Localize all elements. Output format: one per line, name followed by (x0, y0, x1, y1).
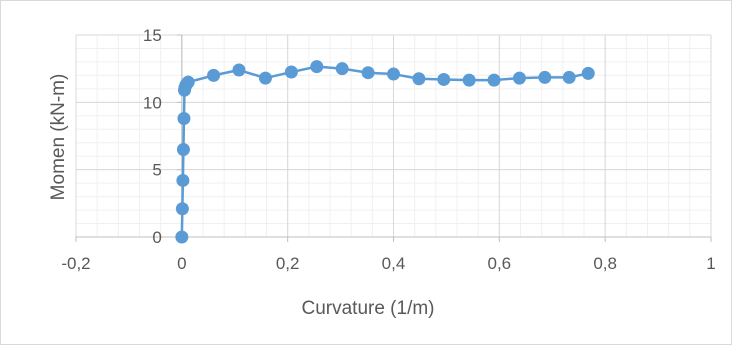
y-tick-label: 5 (152, 161, 161, 180)
data-point (176, 173, 190, 187)
data-point (207, 68, 221, 82)
data-point (181, 75, 195, 89)
x-tick-label: 0 (177, 254, 186, 273)
data-point (387, 67, 400, 81)
x-axis-title: Curvature (1/m) (301, 298, 434, 319)
x-tick-label: 0,4 (382, 254, 406, 273)
data-point (412, 72, 426, 86)
data-point (437, 72, 451, 86)
data-point (462, 73, 476, 87)
x-tick-label: -0,2 (61, 254, 90, 273)
y-tick-label: 0 (152, 228, 161, 247)
x-tick-label: 0,2 (276, 254, 300, 273)
x-tick-labels: -0,2 0 0,2 0,4 0,6 0,8 1 (61, 254, 715, 273)
y-tick-label: 10 (143, 93, 162, 112)
data-point (310, 60, 324, 74)
data-point (512, 71, 526, 85)
data-point (581, 66, 595, 80)
data-point (361, 66, 375, 80)
data-point (177, 111, 191, 125)
data-point (562, 70, 576, 84)
data-point (538, 70, 552, 84)
major-gridlines (75, 34, 712, 238)
x-tick-label: 0,6 (488, 254, 512, 273)
data-point (258, 71, 272, 85)
data-point (284, 65, 298, 79)
data-point (335, 62, 349, 76)
data-point (176, 142, 190, 156)
x-tick-label: 0,8 (593, 254, 617, 273)
series-line (180, 65, 589, 238)
y-tick-label: 15 (143, 26, 162, 45)
y-tick-labels: 0 5 10 15 (143, 26, 162, 247)
data-point (232, 63, 246, 77)
data-point (487, 73, 501, 87)
series-layer (175, 60, 595, 244)
x-tick-label: 1 (706, 254, 715, 273)
y-axis-title: Momen (kN-m) (48, 74, 69, 201)
data-point (175, 230, 189, 244)
data-point (175, 202, 189, 216)
